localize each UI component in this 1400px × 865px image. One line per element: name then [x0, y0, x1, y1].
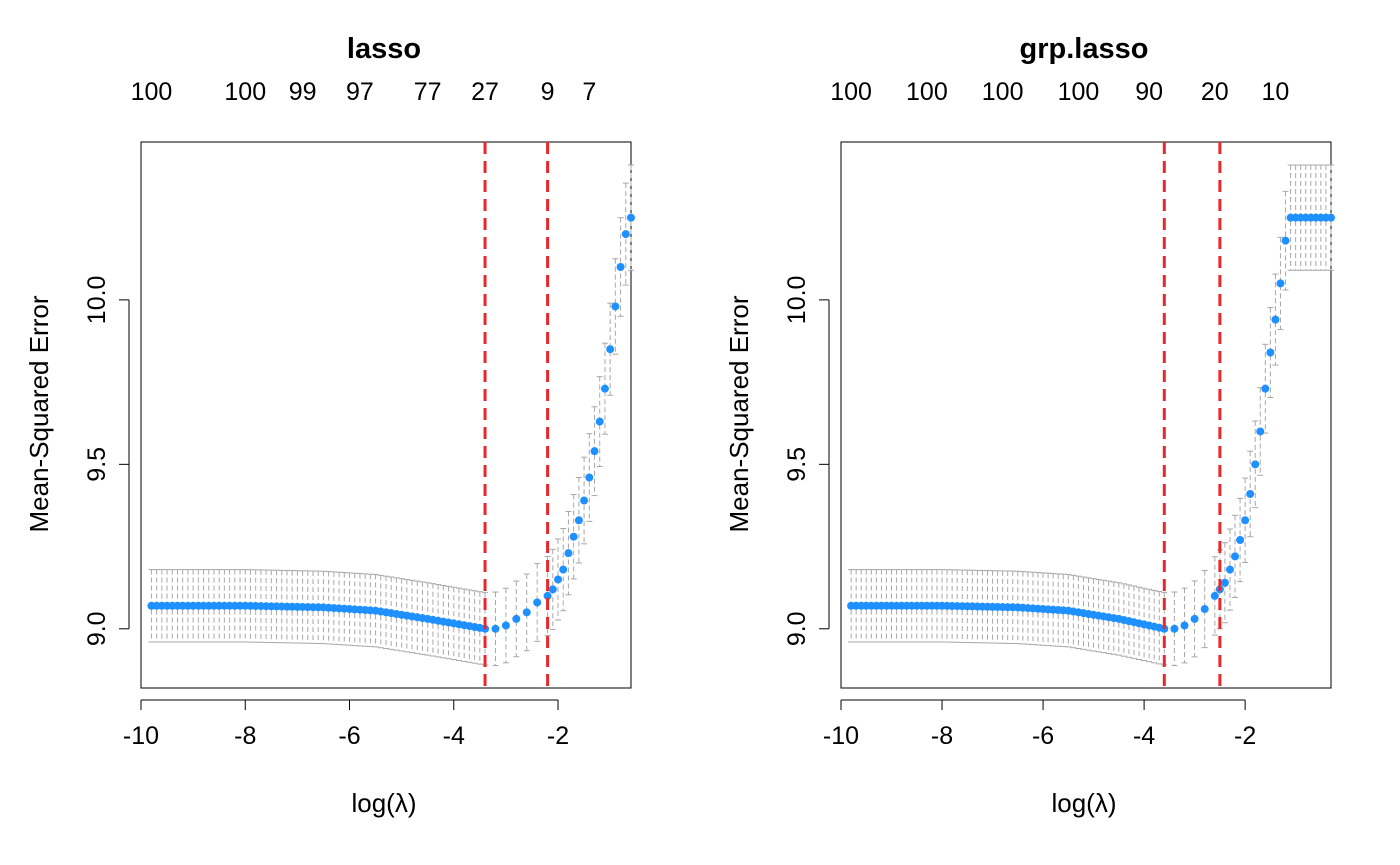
data-point [1190, 614, 1199, 623]
data-point [554, 575, 563, 584]
top-axis-label: 7 [582, 78, 596, 106]
data-point [580, 496, 589, 505]
y-axis-label: Mean-Squared Error [24, 295, 54, 532]
data-point [1276, 279, 1285, 288]
top-axis-label: 20 [1201, 78, 1229, 106]
y-tick-label: 10.0 [83, 276, 111, 325]
chart-title: grp.lasso [1020, 33, 1149, 65]
data-point [1327, 213, 1335, 222]
grp-lasso-panel: grp.lasso Mean-Squared Error log(λ) -10-… [724, 33, 1335, 818]
y-axis-label: Mean-Squared Error [724, 295, 754, 532]
chart-title: lasso [347, 33, 421, 65]
error-bars [848, 164, 1334, 667]
error-bars [148, 164, 634, 667]
x-tick-label: -6 [338, 722, 360, 750]
data-point [621, 230, 630, 239]
data-point [1241, 516, 1250, 525]
x-tick-label: -4 [1133, 722, 1155, 750]
x-tick-label: -8 [931, 722, 953, 750]
x-tick-label: -10 [123, 722, 159, 750]
top-axis-label: 9 [541, 78, 555, 106]
data-point [1266, 348, 1275, 357]
data-points [147, 213, 635, 633]
data-point [627, 213, 635, 222]
data-point [600, 384, 609, 393]
lasso-panel: lasso Mean-Squared Error log(λ) -10 -8 -6-… [24, 33, 635, 818]
data-point [1170, 624, 1179, 633]
x-tick-label: -6 [1032, 722, 1054, 750]
top-axis-label: 90 [1135, 78, 1163, 106]
y-tick-label: 10.0 [783, 276, 811, 325]
reference-lines [1162, 142, 1222, 688]
y-tick-label: 9.0 [783, 611, 811, 646]
top-axis-counts: 100 100 99 97 77 27 9 7 [131, 78, 597, 106]
data-point [569, 532, 578, 541]
data-point [533, 598, 542, 607]
data-point [1225, 565, 1234, 574]
plot-frame [840, 141, 1332, 689]
x-tick-label: -8 [234, 722, 256, 750]
data-point [522, 608, 531, 617]
x-tick-label: -4 [443, 722, 465, 750]
top-axis-label: 10 [1262, 78, 1290, 106]
top-axis-label: 100 [224, 78, 266, 106]
top-axis-label: 97 [346, 78, 374, 106]
data-point [1261, 384, 1270, 393]
top-axis-label: 100 [830, 78, 872, 106]
data-point [1246, 489, 1255, 498]
x-axis: -10 -8 -6 -4 -2 [123, 699, 569, 750]
y-tick-label: 9.5 [83, 447, 111, 482]
data-point [491, 624, 500, 633]
data-point [1231, 552, 1240, 561]
data-point [1236, 535, 1245, 544]
data-point [585, 473, 594, 482]
y-axis: 9.0 9.5 10.0 [783, 276, 830, 646]
top-axis-counts: 100 100 100 100 90 20 10 [830, 78, 1289, 106]
x-tick-label: -10 [823, 722, 859, 750]
data-point [1200, 605, 1209, 614]
y-tick-label: 9.5 [783, 447, 811, 482]
reference-lines [483, 142, 550, 688]
data-point [595, 417, 604, 426]
data-point [1271, 315, 1280, 324]
y-tick-label: 9.0 [83, 611, 111, 646]
plot-frame [140, 141, 632, 689]
data-point [574, 516, 583, 525]
x-tick-label: -2 [1234, 722, 1256, 750]
top-axis-label: 100 [131, 78, 173, 106]
data-point [559, 565, 568, 574]
top-axis-label: 100 [982, 78, 1024, 106]
data-point [1256, 427, 1265, 436]
top-axis-label: 99 [289, 78, 317, 106]
data-point [616, 262, 625, 271]
x-axis: -10 -8 -6 -4 -2 [823, 699, 1256, 750]
top-axis-label: 100 [1058, 78, 1100, 106]
data-point [606, 345, 615, 354]
x-axis-label: log(λ) [351, 788, 416, 818]
x-axis-label: log(λ) [1051, 788, 1116, 818]
data-point [543, 591, 552, 600]
data-point [548, 585, 557, 594]
data-points [847, 213, 1335, 633]
data-point [501, 621, 510, 630]
data-point [1220, 578, 1229, 587]
y-axis: 9.0 9.5 10.0 [83, 276, 130, 646]
data-point [590, 447, 599, 456]
data-point [1251, 460, 1260, 469]
top-axis-label: 100 [906, 78, 948, 106]
data-point [1180, 621, 1189, 630]
top-axis-label: 27 [471, 78, 499, 106]
data-point [564, 549, 573, 558]
data-point [611, 302, 620, 311]
data-point [512, 614, 521, 623]
top-axis-label: 77 [414, 78, 442, 106]
data-point [1210, 591, 1219, 600]
data-point [1281, 236, 1290, 245]
x-tick-label: -2 [547, 722, 569, 750]
